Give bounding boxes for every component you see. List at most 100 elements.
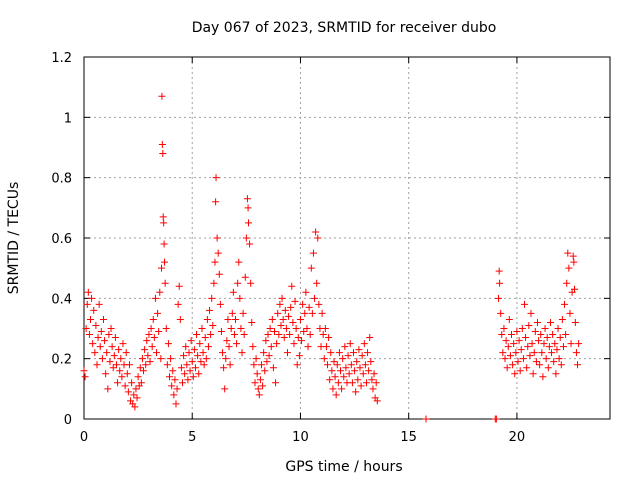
data-point [119, 340, 127, 348]
data-point [186, 367, 194, 375]
data-point [170, 391, 178, 399]
data-point [292, 325, 300, 332]
data-point [337, 367, 345, 375]
data-point [352, 388, 360, 396]
data-point [533, 318, 541, 326]
data-point [203, 315, 211, 323]
data-point [575, 340, 583, 348]
data-point [132, 385, 140, 393]
data-point [116, 367, 124, 375]
data-point [185, 349, 193, 357]
data-point [516, 367, 524, 375]
data-point [162, 325, 170, 332]
data-point [510, 340, 518, 348]
data-point [194, 352, 202, 360]
data-point [515, 337, 523, 345]
data-point [229, 288, 237, 296]
data-point [267, 343, 275, 351]
data-point [511, 370, 519, 378]
data-point [315, 300, 323, 308]
data-point [250, 361, 258, 369]
data-point [278, 294, 286, 302]
y-tick-label: 0.2 [51, 353, 72, 368]
data-point [329, 385, 337, 393]
data-point [149, 315, 157, 323]
data-point [291, 297, 299, 305]
data-point [146, 358, 154, 366]
data-point [133, 394, 141, 402]
data-point [536, 361, 544, 369]
data-point [505, 315, 513, 323]
data-point [344, 352, 352, 360]
data-point [495, 267, 503, 275]
data-point [214, 249, 222, 257]
data-point [279, 315, 287, 323]
data-point [548, 349, 556, 357]
data-point [237, 325, 245, 332]
x-tick-label: 5 [188, 430, 196, 445]
data-point [242, 234, 250, 242]
data-point [509, 361, 517, 369]
data-point [182, 343, 190, 351]
data-point [567, 340, 575, 348]
data-point [208, 294, 216, 302]
data-point [275, 331, 283, 339]
data-point [520, 300, 528, 308]
data-point [134, 373, 142, 381]
data-point [117, 355, 125, 363]
data-point [163, 361, 171, 369]
data-point [199, 349, 207, 357]
data-point [359, 370, 367, 378]
data-point [109, 364, 117, 372]
y-tick-label: 1 [64, 111, 72, 126]
data-point [160, 219, 168, 227]
data-point [188, 358, 196, 366]
data-point [143, 337, 151, 345]
data-point [277, 321, 285, 329]
data-point [253, 370, 261, 378]
data-point [501, 355, 509, 363]
data-point [201, 334, 209, 342]
data-point [210, 279, 218, 287]
data-point [118, 373, 126, 381]
data-point [500, 325, 508, 332]
data-point [326, 376, 334, 384]
data-point [327, 349, 335, 357]
data-point [293, 361, 301, 369]
data-point [226, 361, 234, 369]
axis-ticks: 0 0.2 0.4 0.6 0.8 1 1.2 0 5 10 15 20 [51, 51, 610, 445]
data-point [157, 264, 165, 272]
data-point [346, 340, 354, 348]
data-point [571, 285, 578, 293]
data-point [370, 370, 378, 378]
data-point [115, 346, 123, 354]
data-point [313, 279, 321, 287]
data-point [307, 264, 315, 272]
y-tick-label: 0.6 [51, 232, 72, 247]
data-point [161, 258, 169, 266]
data-point [234, 279, 242, 287]
data-point [532, 358, 540, 366]
y-tick-label: 0.4 [51, 292, 72, 307]
data-point [269, 364, 277, 372]
data-point [122, 349, 130, 357]
data-point [299, 300, 307, 308]
data-point [168, 382, 176, 390]
data-point [215, 270, 223, 278]
data-point [373, 397, 381, 405]
data-point [335, 349, 343, 357]
data-point [512, 349, 520, 357]
data-point [197, 358, 205, 366]
data-point [268, 315, 276, 323]
data-point [295, 352, 303, 360]
data-point [137, 379, 145, 387]
data-point [298, 337, 306, 345]
data-point [225, 343, 233, 351]
data-point [252, 355, 260, 363]
data-point [364, 349, 372, 357]
data-point [362, 379, 370, 387]
data-point [249, 343, 257, 351]
data-point [351, 367, 359, 375]
data-point [114, 379, 122, 387]
data-point [571, 318, 579, 326]
